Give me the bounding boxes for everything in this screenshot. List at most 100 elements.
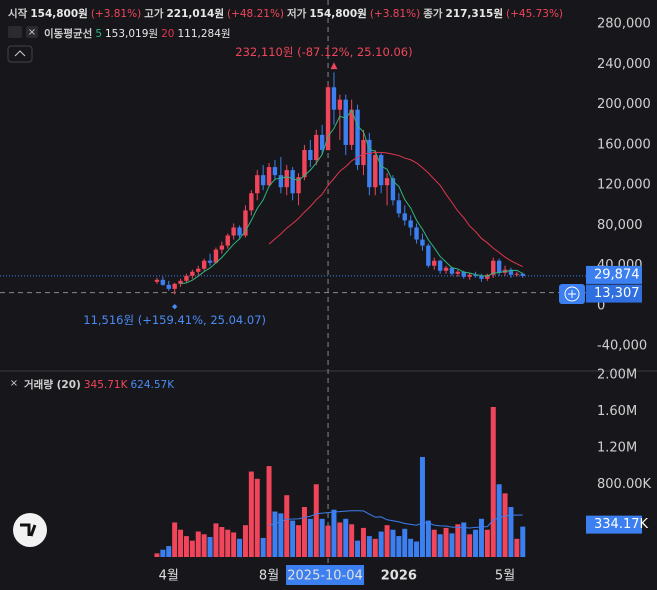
ohlc-label: 종가 [423, 8, 443, 20]
y-tick-label: 240,000 [597, 57, 651, 72]
candle-body [337, 99, 343, 110]
candle-body [166, 284, 171, 289]
candle-body [396, 200, 402, 214]
candle-body [520, 273, 525, 276]
ohlc-change: (+3.81%) [369, 8, 421, 20]
volume-bar [290, 520, 296, 557]
y-tick-label: 0 [597, 298, 605, 313]
volume-bar [331, 509, 337, 557]
volume-bar [313, 484, 319, 557]
candle-body [455, 271, 461, 274]
collapse-glyph [14, 50, 26, 57]
candle-body [237, 227, 242, 236]
candle-body [426, 245, 431, 266]
candle-body [278, 175, 284, 188]
volume-bar [284, 495, 290, 557]
candle-body [378, 155, 384, 186]
ma-title: 이동평균선 [44, 28, 93, 40]
candle-body [373, 155, 378, 188]
x-tick-label: 4월 [159, 569, 179, 584]
volume-bar [396, 536, 402, 557]
candle-body [432, 260, 437, 266]
close-icon[interactable] [26, 26, 38, 38]
volume-bar [514, 538, 520, 557]
volume-bar [384, 525, 390, 557]
volume-tick-label: 1.60M [597, 404, 637, 419]
volume-bar [355, 540, 361, 557]
y-tick-label: 200,000 [597, 97, 651, 112]
volume-bar [213, 523, 219, 557]
volume-bar [414, 541, 420, 557]
candle-body [290, 170, 295, 194]
volume-bar [473, 529, 479, 557]
volume-bar [419, 457, 425, 557]
volume-bar [231, 532, 237, 557]
candle-body [225, 235, 230, 246]
candle-body [355, 109, 360, 166]
volume-bar [266, 466, 272, 557]
ma-line [180, 109, 523, 285]
add-icon [564, 286, 580, 302]
volume-value: 624.57K [130, 379, 175, 391]
volume-bar [237, 538, 243, 557]
volume-bar [248, 471, 254, 557]
crosshair-price-label-box [586, 284, 642, 303]
add-glyph [568, 290, 576, 298]
volume-bar [431, 529, 437, 557]
ohlc-change: (+45.73%) [506, 8, 564, 20]
last-price-label: 29,874 [594, 267, 640, 282]
y-tick-label: 280,000 [597, 17, 651, 32]
candle-body [496, 260, 502, 273]
volume-bar [378, 531, 384, 557]
ma-legend: 이동평균선 5 153,019원 20 111,284원 [44, 26, 234, 41]
volume-legend: 거래량 (20) 345.71K 624.57K [24, 377, 177, 392]
ohlc-label: 저가 [287, 8, 307, 20]
candle-body [414, 227, 419, 240]
crosshair-price-label: 13,307 [594, 286, 640, 301]
volume-bar [490, 407, 496, 557]
collapse-button[interactable] [7, 45, 33, 63]
candle-body [479, 275, 484, 279]
volume-bar [183, 536, 189, 557]
volume-value: 345.71K [83, 379, 128, 391]
x-tick-label: 2026 [381, 569, 417, 584]
candle-body [207, 260, 213, 263]
candle-body [319, 134, 325, 150]
volume-bar [461, 522, 467, 557]
volume-bar [207, 537, 213, 557]
ma-line [268, 151, 523, 268]
volume-bar [278, 513, 284, 557]
volume-bar [508, 507, 514, 557]
volume-bar [195, 531, 201, 557]
candle-body [260, 175, 266, 186]
candle-body [284, 170, 289, 188]
eye-icon[interactable] [8, 26, 22, 38]
ohlc-value: 221,014원 [166, 8, 224, 20]
ma-period: 20 [161, 28, 175, 40]
candle-body [349, 109, 354, 145]
candle-body [420, 239, 425, 246]
candle-body [243, 210, 248, 236]
volume-bar [325, 525, 331, 557]
ohlc-value: 154,800원 [30, 8, 88, 20]
logo-glyph [20, 523, 37, 537]
y-tick-label: 80,000 [597, 218, 643, 233]
candle-body [467, 274, 472, 277]
ohlc-change: (+3.81%) [90, 8, 142, 20]
close-glyph: × [28, 27, 36, 38]
candle-body [190, 271, 195, 276]
candle-body [314, 134, 319, 161]
ohlc-value: 217,315원 [445, 8, 503, 20]
candle-body [184, 275, 189, 281]
volume-bar [166, 546, 172, 557]
volume-title: 거래량 (20) [24, 379, 81, 391]
candle-body [449, 267, 455, 274]
candle-body [390, 178, 396, 201]
volume-bar [225, 529, 231, 557]
candle-body [473, 274, 478, 276]
candle-body [219, 245, 225, 250]
volume-bar [484, 529, 490, 557]
candle-body [402, 213, 407, 221]
candle-body [266, 167, 272, 186]
